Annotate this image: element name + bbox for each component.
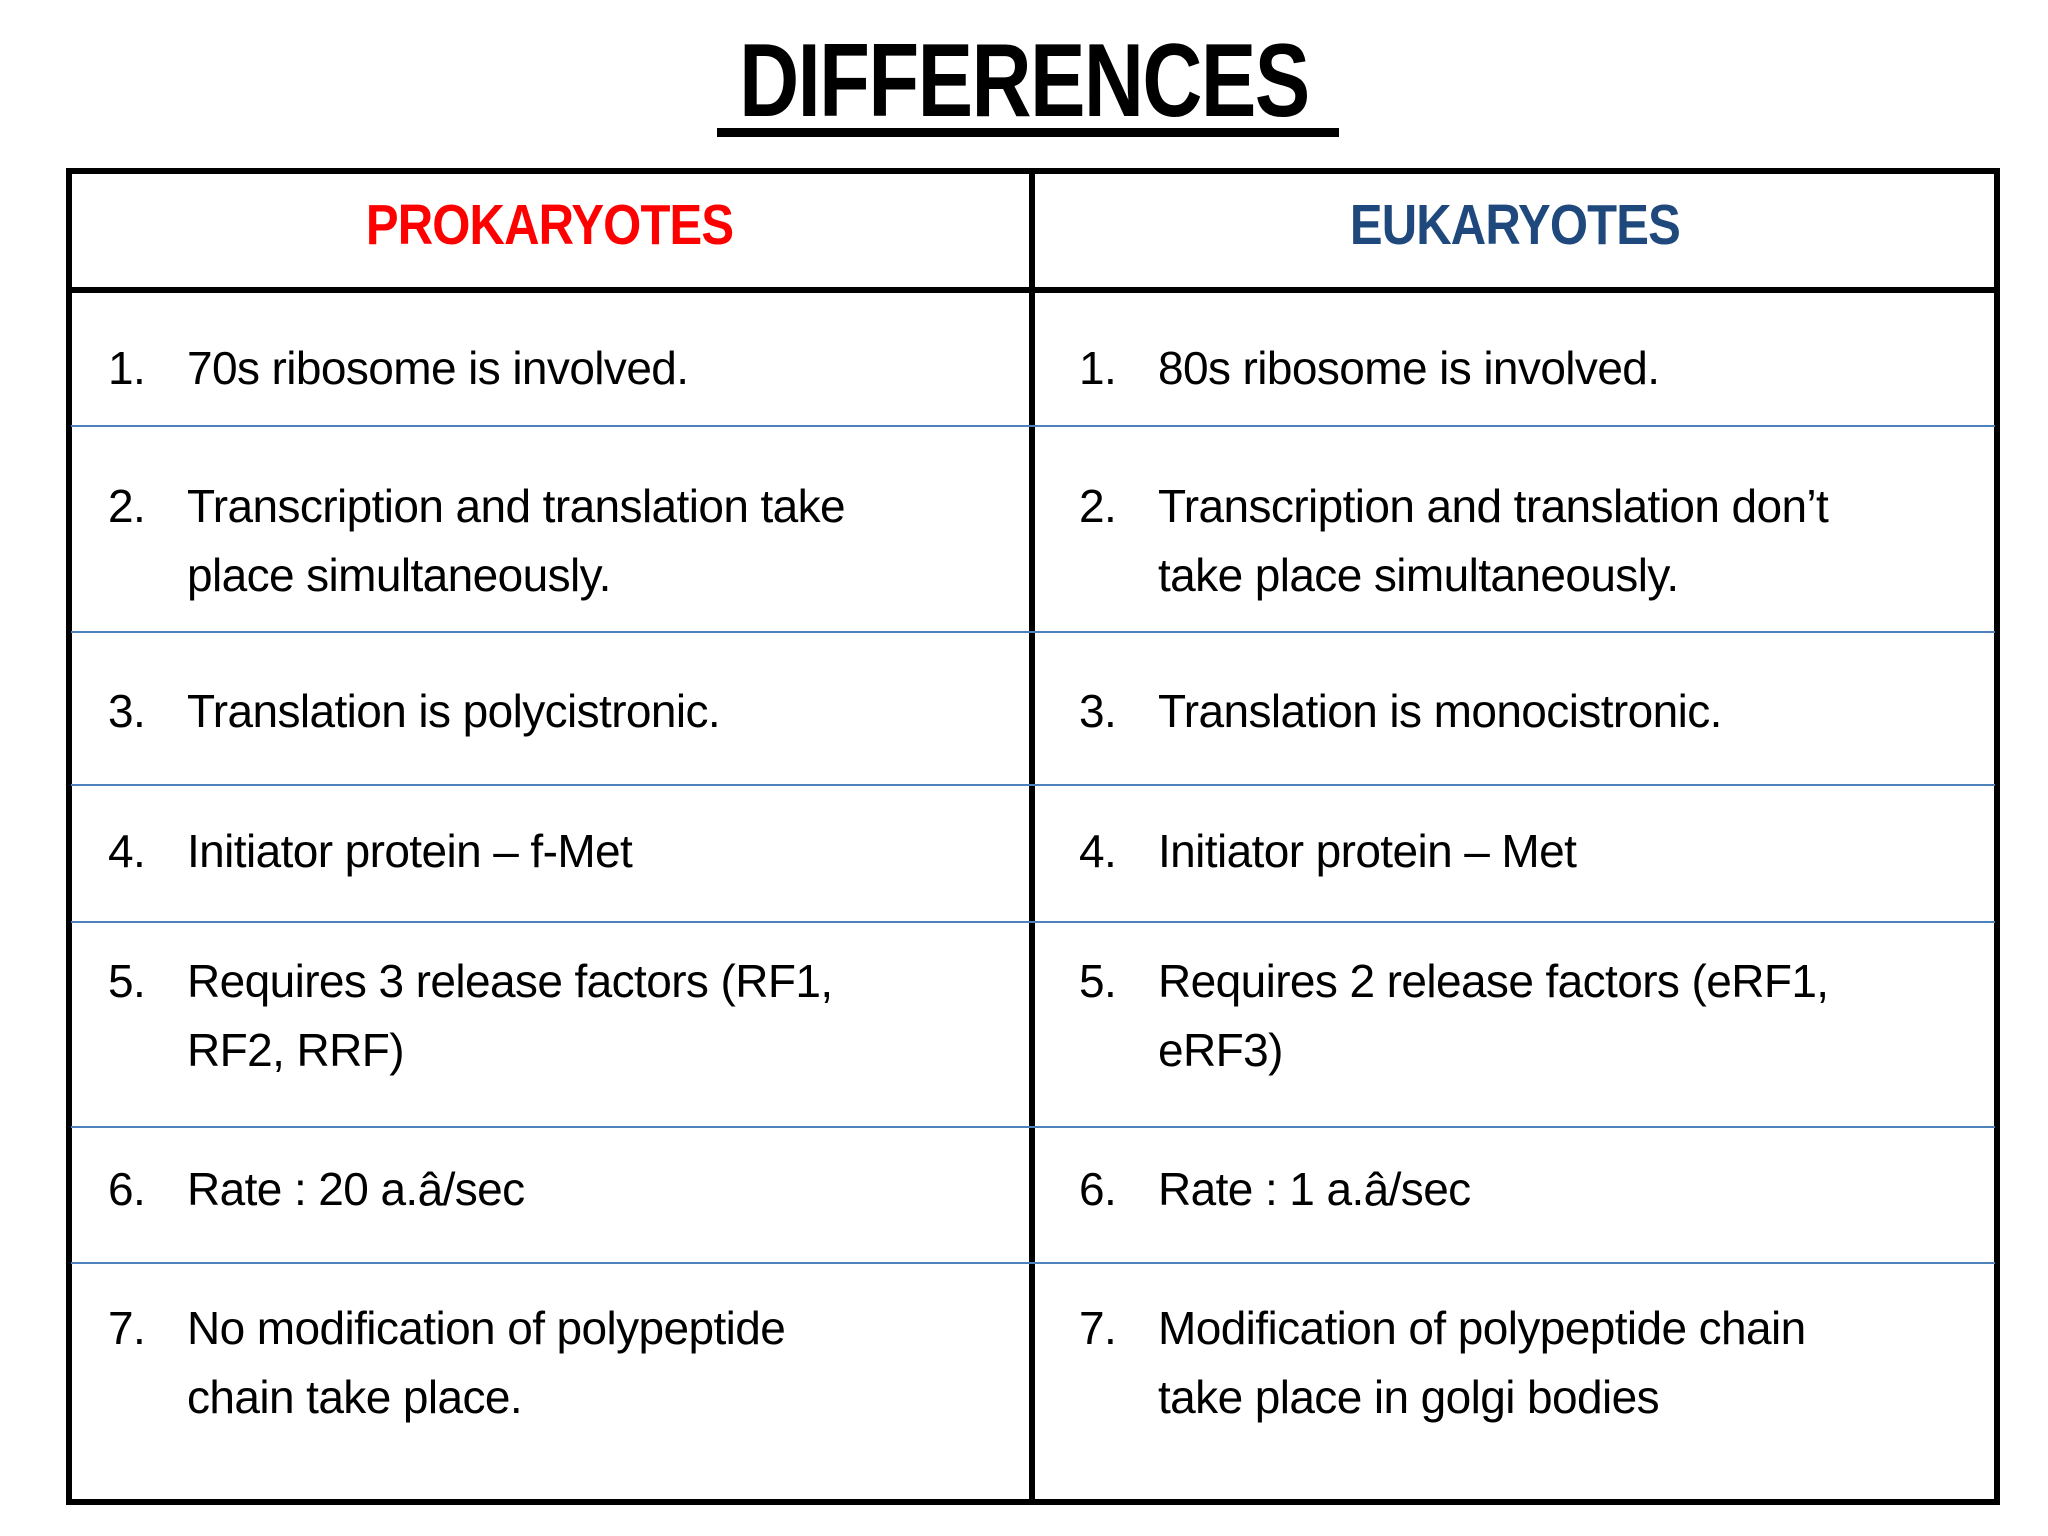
item-number: 7. bbox=[1079, 1302, 1117, 1354]
item-text: Transcription and translation take place… bbox=[187, 480, 846, 601]
header-prokaryotes: PROKARYOTES bbox=[71, 190, 1029, 260]
item-text: 80s ribosome is involved. bbox=[1158, 342, 1660, 394]
item-text: Requires 3 release factors (RF1, RF2, RR… bbox=[187, 955, 833, 1076]
item-number: 7. bbox=[108, 1302, 146, 1354]
item-number: 6. bbox=[108, 1163, 146, 1215]
item-text: Rate : 1 a.â/sec bbox=[1158, 1163, 1471, 1215]
header-prokaryotes-label: PROKARYOTES bbox=[366, 193, 734, 257]
row-divider bbox=[71, 784, 1995, 786]
item-text: Initiator protein – f-Met bbox=[187, 825, 633, 877]
item-number: 1. bbox=[1079, 342, 1117, 394]
item-text: Requires 2 release factors (eRF1, eRF3) bbox=[1158, 955, 1829, 1076]
page-title: DIFFERENCES bbox=[739, 23, 1310, 139]
header-eukaryotes-label: EUKARYOTES bbox=[1349, 193, 1681, 257]
item-text: Rate : 20 a.â/sec bbox=[187, 1163, 525, 1215]
item-number: 2. bbox=[1079, 480, 1117, 532]
row-divider bbox=[71, 1126, 1995, 1128]
item-text: Translation is monocistronic. bbox=[1158, 685, 1722, 737]
row-divider bbox=[71, 1262, 1995, 1264]
title-container: DIFFERENCES bbox=[0, 26, 2048, 136]
item-text: No modification of polypeptide chain tak… bbox=[187, 1302, 786, 1423]
row-divider bbox=[71, 921, 1995, 923]
row-divider bbox=[71, 631, 1995, 633]
column-divider bbox=[1029, 168, 1035, 1505]
item-number: 5. bbox=[1079, 955, 1117, 1007]
item-text: Initiator protein – Met bbox=[1158, 825, 1577, 877]
item-text: Translation is polycistronic. bbox=[187, 685, 721, 737]
header-eukaryotes: EUKARYOTES bbox=[1035, 190, 1995, 260]
item-number: 1. bbox=[108, 342, 146, 394]
header-divider bbox=[66, 287, 2000, 293]
item-number: 6. bbox=[1079, 1163, 1117, 1215]
item-number: 3. bbox=[108, 685, 146, 737]
item-number: 2. bbox=[108, 480, 146, 532]
title-underline bbox=[717, 128, 1339, 137]
item-text: Transcription and translation don’t take… bbox=[1158, 480, 1829, 601]
item-number: 5. bbox=[108, 955, 146, 1007]
item-number: 4. bbox=[108, 825, 146, 877]
item-text: Modification of polypeptide chain take p… bbox=[1158, 1302, 1806, 1423]
item-text: 70s ribosome is involved. bbox=[187, 342, 689, 394]
item-number: 4. bbox=[1079, 825, 1117, 877]
row-divider bbox=[71, 425, 1995, 427]
item-number: 3. bbox=[1079, 685, 1117, 737]
